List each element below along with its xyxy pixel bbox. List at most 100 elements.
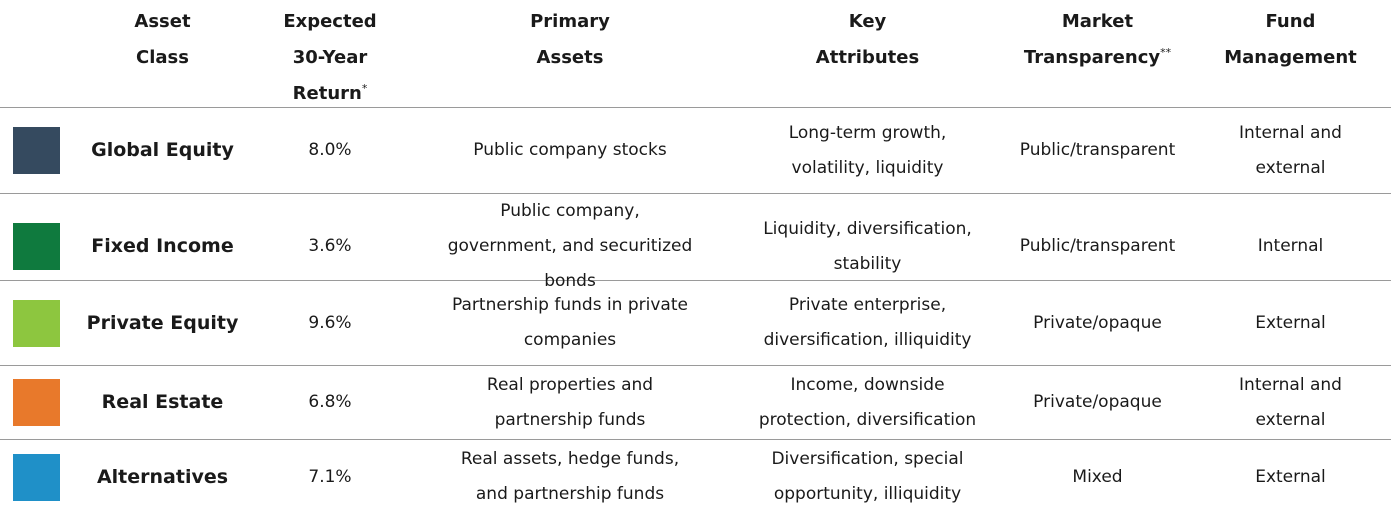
header-line: Class — [136, 40, 189, 76]
cell-text: Internal — [1257, 236, 1324, 256]
header-text: Fund — [1265, 11, 1316, 32]
cell-text: volatility, liquidity — [791, 157, 944, 178]
asset-class: Real Estate — [75, 366, 250, 439]
table-cell: 9.6% — [250, 281, 410, 365]
cell-text: Real Estate — [101, 391, 224, 413]
header-line: Transparency** — [1024, 40, 1171, 76]
cell-text: Public company, — [500, 201, 640, 221]
header-text: Return — [292, 83, 362, 104]
header-text: 30-Year — [292, 47, 368, 68]
header-line: Attributes — [816, 40, 919, 76]
header-line: Key — [849, 4, 887, 40]
header-line: Management — [1224, 40, 1357, 76]
table-cell: Real properties and partnership funds — [410, 366, 730, 439]
header-cell: Expected 30-Year Return* — [250, 0, 410, 112]
cell-text: 3.6% — [308, 236, 352, 256]
header-line: Expected — [283, 4, 376, 40]
header-text: Class — [136, 47, 189, 68]
cell-text: External — [1255, 466, 1326, 487]
cell-text: external — [1255, 409, 1326, 430]
cell-text: opportunity, illiquidity — [773, 484, 962, 504]
cell-text: companies — [523, 330, 617, 350]
header-text: Asset — [134, 11, 191, 32]
cell-text: Private enterprise, — [788, 295, 947, 315]
header-line: 30-Year — [293, 40, 368, 76]
table-cell: Real assets, hedge funds, and partnership… — [410, 440, 730, 514]
cell-text: external — [1255, 157, 1326, 178]
table-cell: External — [1190, 440, 1391, 514]
asset-class: Fixed Income — [75, 194, 250, 299]
table-cell: Liquidity, diversification, stability — [730, 194, 1005, 299]
table-cell: 3.6% — [250, 194, 410, 299]
cell-text: Real assets, hedge funds, — [460, 449, 680, 469]
table-row: Global Equity 8.0% Public company stocks Lo… — [0, 108, 1391, 194]
table-cell: Internal and external — [1190, 366, 1391, 439]
cell-text: Internal and — [1239, 122, 1342, 143]
cell-text: Fixed Income — [91, 235, 234, 257]
cell-text: Public/transparent — [1019, 236, 1176, 256]
cell-text: and partnership funds — [475, 484, 665, 504]
table-cell: Private/opaque — [1005, 281, 1190, 365]
header-text: Transparency — [1023, 47, 1161, 68]
header-text: Expected — [283, 11, 377, 32]
cell-text: government, and securitized — [447, 236, 693, 256]
cell-text: Private/opaque — [1033, 392, 1162, 412]
header-text: Market — [1061, 11, 1134, 32]
cell-text: Liquidity, diversification, — [763, 218, 972, 239]
color-swatch — [13, 127, 60, 174]
cell-text: Diversification, special — [771, 449, 964, 469]
footnote-mark: ** — [1160, 46, 1172, 59]
cell-text: 6.8% — [308, 392, 352, 412]
footnote-mark: * — [361, 82, 368, 95]
table-cell: Internal and external — [1190, 108, 1391, 193]
table-cell: Public/transparent — [1005, 194, 1190, 299]
table-cell: Long-term growth, volatility, liquidity — [730, 108, 1005, 193]
table-row: Private Equity 9.6% Partnership funds in p… — [0, 281, 1391, 366]
table-cell: Partnership funds in private companies — [410, 281, 730, 365]
header-text: Management — [1224, 47, 1357, 68]
asset-class: Global Equity — [75, 108, 250, 193]
table-row: Real Estate 6.8% Real properties and partne… — [0, 366, 1391, 440]
header-text: Key — [848, 11, 887, 32]
cell-text: Partnership funds in private — [452, 295, 688, 315]
cell-text: 8.0% — [308, 140, 352, 160]
header-cell: Primary Assets — [410, 0, 730, 112]
cell-text: Long-term growth, — [788, 122, 947, 143]
cell-text: 9.6% — [308, 312, 352, 333]
color-swatch — [13, 379, 60, 426]
header-line: Asset — [134, 4, 190, 40]
table-cell: Diversification, special opportunity, ill… — [730, 440, 1005, 514]
cell-text: 7.1% — [308, 466, 352, 487]
header-line: Return* — [293, 76, 368, 112]
cell-text: Public/transparent — [1019, 140, 1176, 160]
header-line: Market — [1062, 4, 1133, 40]
table-cell: 6.8% — [250, 366, 410, 439]
cell-text: Private Equity — [86, 311, 239, 334]
cell-text: bonds — [544, 271, 596, 291]
header-text: Primary — [530, 11, 610, 32]
cell-text: Mixed — [1072, 466, 1123, 487]
header-cell: Asset Class — [75, 0, 250, 112]
cell-text: protection, diversification — [758, 409, 977, 430]
header-cell: Market Transparency** — [1005, 0, 1190, 112]
cell-text: Internal and — [1239, 374, 1342, 395]
header-cell: Key Attributes — [730, 0, 1005, 112]
header-line: Assets — [537, 40, 604, 76]
table-cell: Public company stocks — [410, 108, 730, 193]
header-cell: Fund Management — [1190, 0, 1391, 112]
header-row: Asset Class Expected 30-Year Return* Primary A… — [0, 0, 1391, 108]
header-line: Primary — [530, 4, 610, 40]
cell-text: Income, downside — [790, 374, 945, 395]
spacer — [0, 0, 75, 112]
color-swatch — [13, 453, 60, 501]
cell-text: stability — [833, 253, 902, 274]
header-text: Assets — [536, 47, 604, 68]
cell-text: External — [1255, 312, 1326, 333]
cell-text: Private/opaque — [1033, 312, 1162, 333]
table-cell: Public company, government, and securitiz… — [410, 194, 730, 299]
table-cell: 8.0% — [250, 108, 410, 193]
table-cell: Private/opaque — [1005, 366, 1190, 439]
table-cell: 7.1% — [250, 440, 410, 514]
cell-text: Global Equity — [91, 139, 234, 161]
